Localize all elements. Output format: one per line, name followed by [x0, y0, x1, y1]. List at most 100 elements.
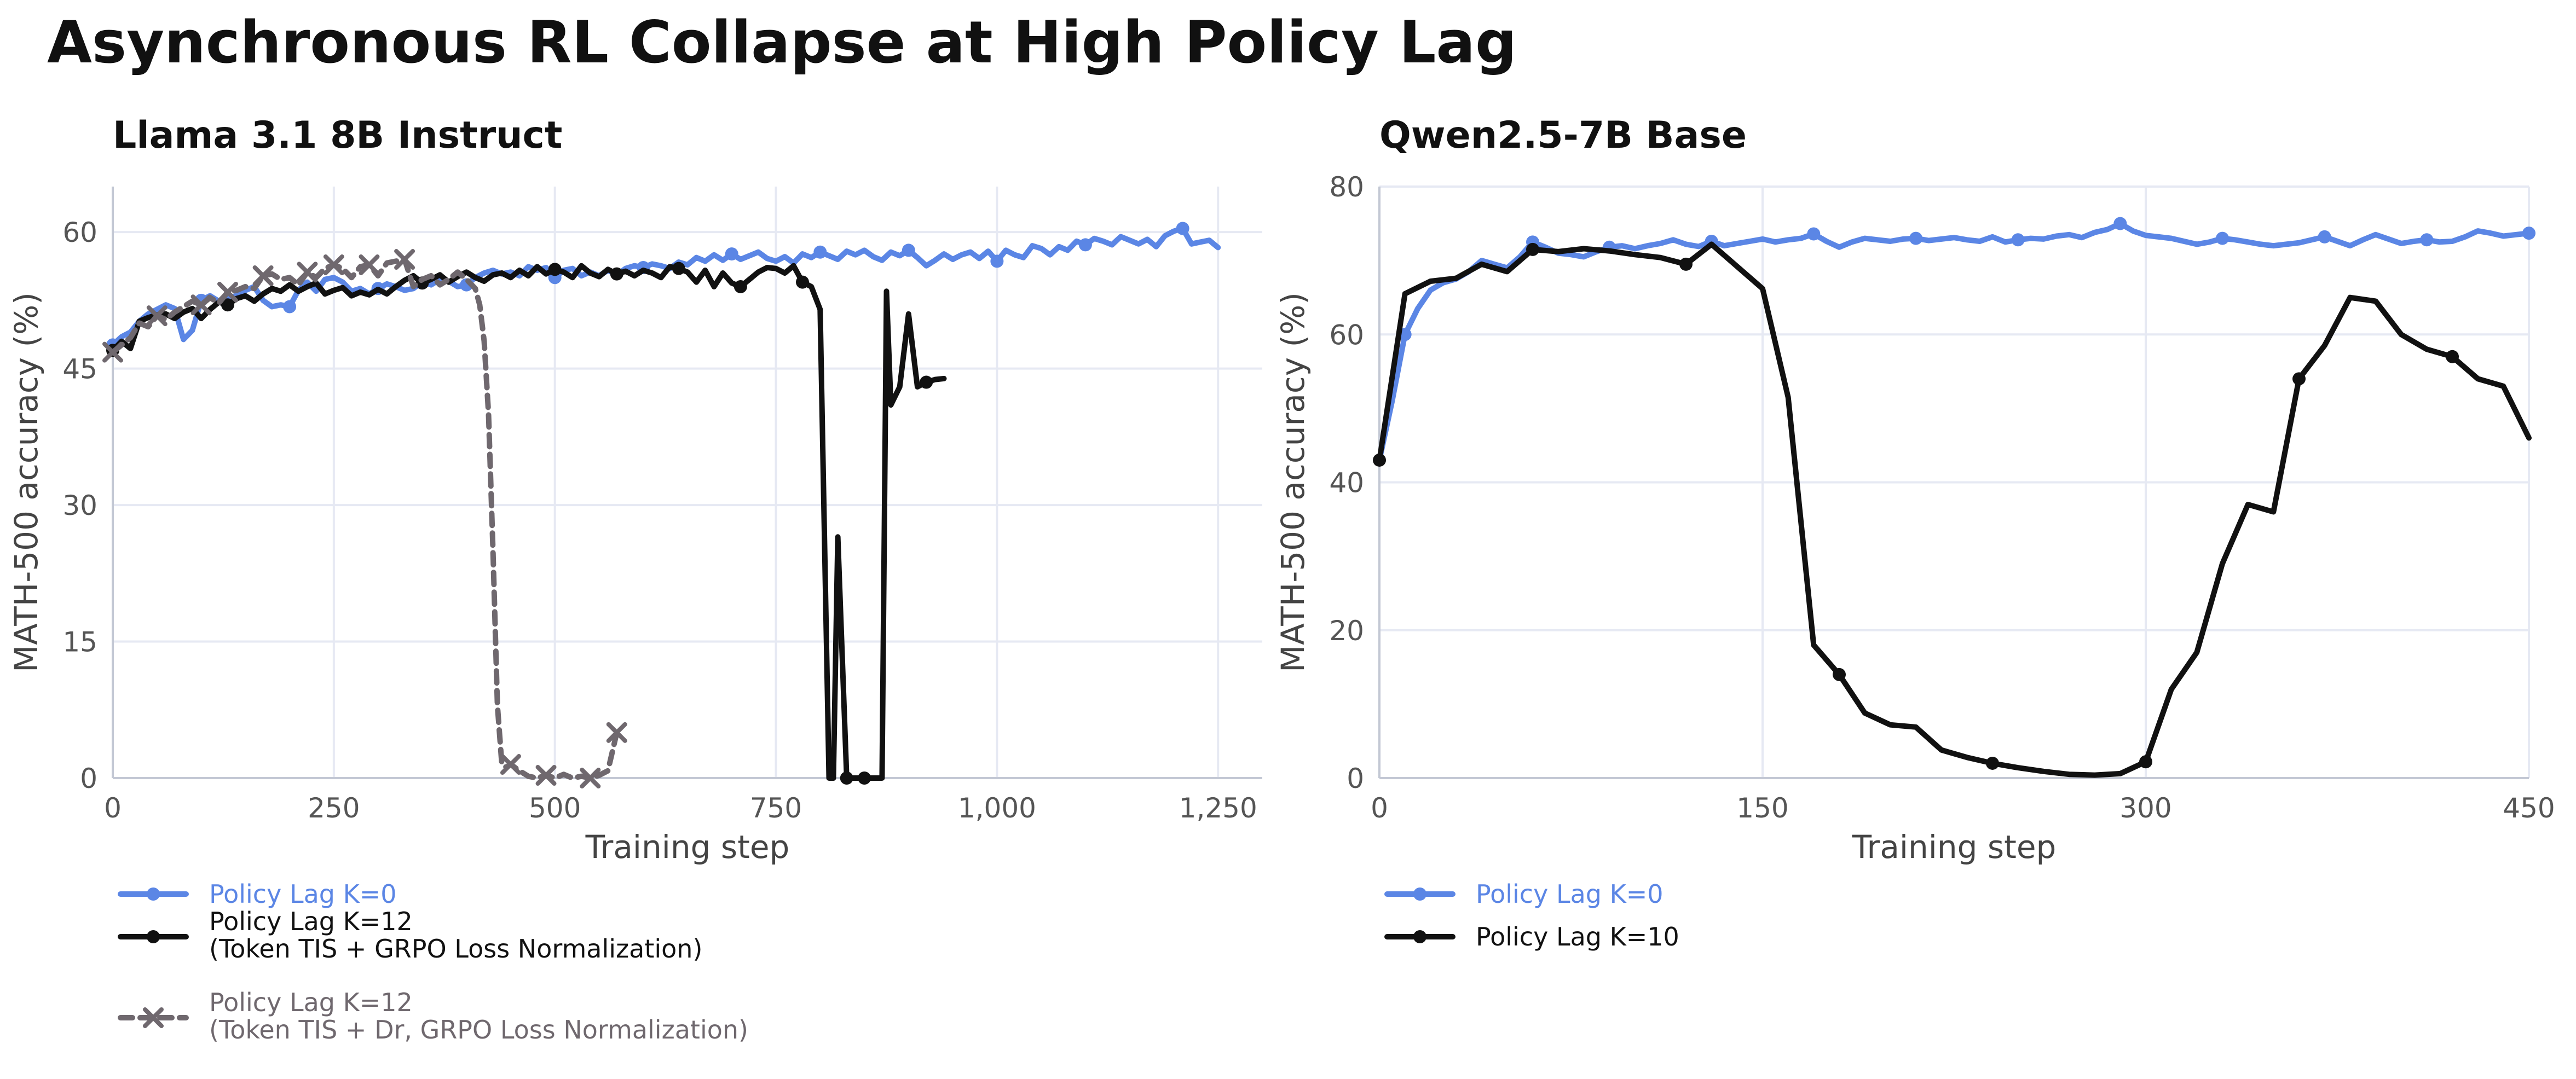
data-point — [813, 245, 827, 259]
legend-label: Policy Lag K=12 (Token TIS + GRPO Loss No… — [209, 907, 702, 964]
x-tick-label: 0 — [1371, 792, 1388, 824]
data-point — [920, 375, 933, 389]
data-point — [2292, 372, 2306, 386]
y-tick-label: 60 — [62, 217, 97, 248]
data-point — [2318, 230, 2331, 243]
x-tick-label: 250 — [308, 792, 360, 824]
data-point — [359, 254, 380, 276]
legend-label: Policy Lag K=0 — [209, 879, 397, 909]
data-point — [1078, 238, 1092, 252]
data-point — [252, 265, 274, 286]
legend-label-line: Policy Lag K=0 — [1476, 879, 1664, 909]
y-tick-label: 80 — [1329, 171, 1364, 203]
data-point — [297, 262, 318, 283]
legend-label-line: (Token TIS + GRPO Loss Normalization) — [209, 934, 702, 964]
series-line — [110, 225, 1221, 348]
data-point — [840, 771, 853, 785]
series-line — [1377, 241, 2532, 778]
data-point — [1176, 222, 1189, 235]
data-point — [733, 280, 747, 293]
data-point — [2139, 755, 2152, 769]
data-point — [1373, 453, 1386, 467]
data-point — [2446, 350, 2459, 363]
data-point — [672, 262, 685, 275]
series-line — [110, 263, 947, 781]
series-line — [1377, 221, 2532, 463]
data-point — [1986, 756, 1999, 770]
data-point — [102, 341, 123, 363]
legend-label: Policy Lag K=12 (Token TIS + Dr, GRPO Los… — [209, 988, 748, 1045]
data-point — [1526, 242, 1539, 256]
data-point — [217, 281, 238, 303]
y-tick-label: 15 — [62, 626, 97, 658]
y-tick-label: 0 — [80, 763, 97, 794]
y-tick-label: 20 — [1329, 615, 1364, 647]
legend-marker — [143, 1007, 164, 1028]
y-tick-label: 60 — [1329, 319, 1364, 351]
legend-marker — [1413, 887, 1426, 901]
data-point — [580, 768, 601, 788]
data-point — [902, 243, 915, 257]
chart-title: Llama 3.1 8B Instruct — [113, 114, 562, 157]
data-point — [1833, 668, 1846, 681]
legend-label: Policy Lag K=0 — [1476, 879, 1664, 909]
y-tick-label: 30 — [62, 490, 97, 521]
legend-label-line: Policy Lag K=0 — [209, 879, 397, 909]
y-tick-label: 45 — [62, 353, 97, 385]
data-point — [858, 771, 871, 785]
y-axis-label: MATH-500 accuracy (%) — [1274, 292, 1312, 672]
legend-label-line: Policy Lag K=10 — [1476, 922, 1679, 952]
legend-label-line: (Token TIS + Dr, GRPO Loss Normalization… — [209, 1015, 748, 1045]
data-point — [796, 275, 809, 289]
legend: Policy Lag K=0 Policy Lag K=10 — [1384, 879, 1679, 952]
data-point — [2011, 233, 2025, 247]
x-tick-label: 500 — [529, 792, 581, 824]
legend-label-line: Policy Lag K=12 — [209, 907, 413, 936]
data-point — [535, 765, 557, 786]
data-point — [1807, 227, 1821, 241]
series-2 — [1373, 241, 2532, 778]
data-point — [283, 300, 297, 314]
x-tick-label: 450 — [2503, 792, 2555, 824]
y-tick-label: 40 — [1329, 467, 1364, 499]
data-point — [221, 298, 234, 312]
data-point — [2113, 217, 2127, 230]
data-point — [190, 294, 212, 316]
x-tick-label: 300 — [2119, 792, 2171, 824]
x-tick-label: 0 — [104, 792, 122, 824]
x-tick-label: 750 — [750, 792, 802, 824]
data-point — [990, 254, 1004, 268]
x-axis-label: Training step — [585, 828, 790, 866]
x-axis-label: Training step — [1852, 828, 2057, 866]
y-axis-label: MATH-500 accuracy (%) — [8, 292, 45, 672]
series-2 — [106, 262, 947, 785]
legend-marker — [1413, 930, 1426, 943]
data-point — [2216, 231, 2229, 245]
data-point — [725, 247, 738, 261]
chart-title: Qwen2.5-7B Base — [1379, 114, 1747, 157]
chart-panel-1: Llama 3.1 8B Instruct 0 250 500 750 1,000 1,25… — [8, 114, 1262, 1045]
data-point — [500, 754, 521, 775]
data-point — [2420, 233, 2434, 247]
data-point — [146, 305, 168, 327]
legend-label-line: Policy Lag K=12 — [209, 988, 413, 1017]
data-point — [394, 249, 415, 270]
y-tick-label: 0 — [1347, 763, 1364, 794]
legend-marker — [147, 887, 160, 901]
legend-label: Policy Lag K=10 — [1476, 922, 1679, 952]
series-3 — [102, 249, 627, 788]
data-point — [1679, 257, 1693, 271]
data-point — [323, 254, 344, 276]
data-point — [610, 267, 623, 281]
data-point — [606, 722, 627, 743]
x-tick-label: 1,000 — [958, 792, 1036, 824]
x-tick-label: 1,250 — [1179, 792, 1257, 824]
data-point — [548, 263, 562, 276]
legend-marker — [147, 930, 160, 943]
data-point — [1909, 231, 1922, 245]
data-point — [2522, 227, 2535, 240]
figure-title: Asynchronous RL Collapse at High Policy … — [47, 9, 1517, 76]
